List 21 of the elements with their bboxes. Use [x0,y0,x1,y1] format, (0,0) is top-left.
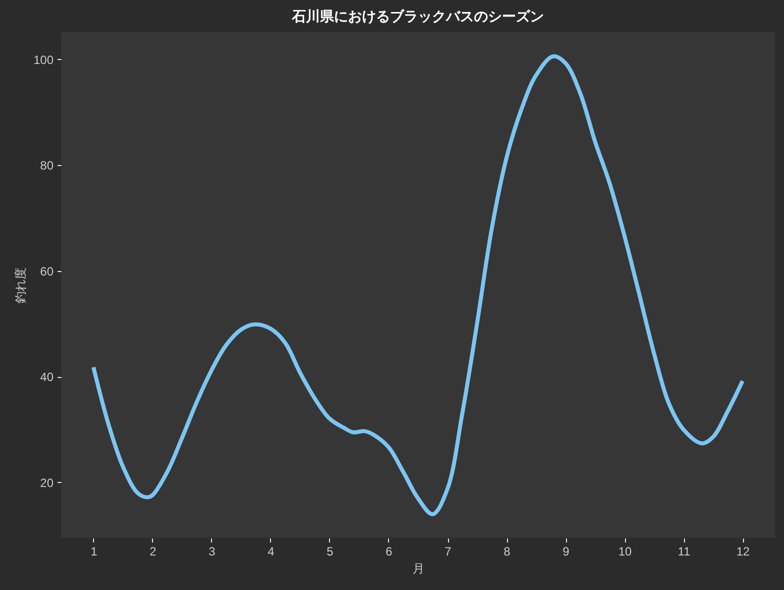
chart-title: 石川県におけるブラックバスのシーズン [291,8,544,25]
x-tick-label: 12 [736,544,750,558]
y-tick-label: 60 [40,264,54,278]
x-tick-label: 1 [90,544,98,558]
x-tick-label: 4 [268,544,275,558]
x-tick-label: 11 [678,544,691,558]
x-tick-label: 3 [208,544,216,558]
y-tick-label: 100 [33,52,54,67]
x-tick-label: 6 [386,544,393,558]
x-tick-label: 7 [444,544,452,558]
x-tick-label: 5 [326,544,334,558]
x-tick-label: 8 [504,544,511,558]
line-series [91,54,745,516]
y-tick-label: 20 [40,476,54,490]
x-axis-title: 月 [412,562,424,576]
y-axis-title: 釣れ度 [13,268,28,304]
y-tick-label: 80 [40,158,54,173]
x-tick-label: 2 [150,544,157,558]
x-tick-label: 10 [618,544,632,558]
y-tick-label: 40 [40,370,54,384]
x-tick-label: 9 [562,544,570,558]
